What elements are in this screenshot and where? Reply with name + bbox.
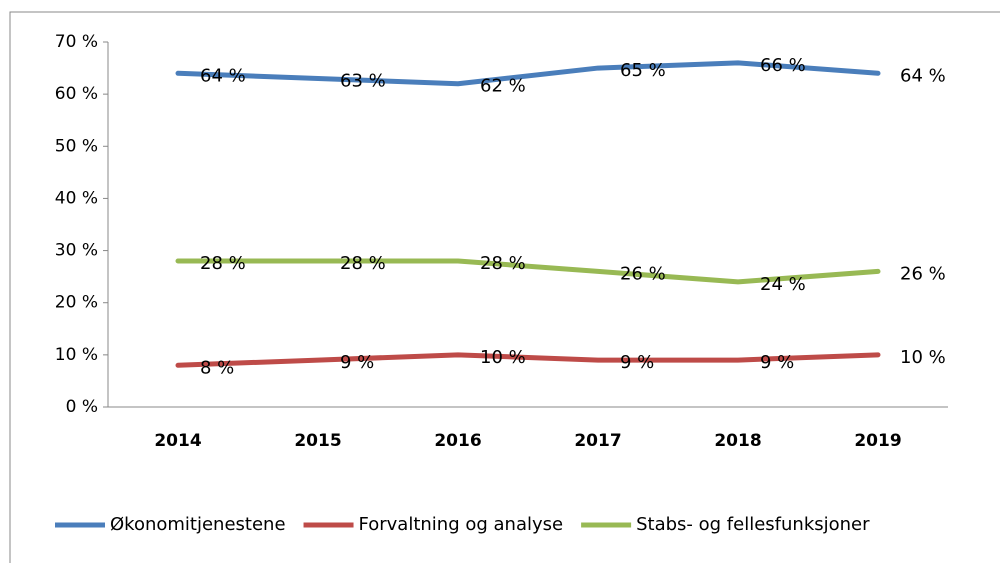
data-label: 28 % <box>340 253 386 274</box>
data-label: 28 % <box>200 253 246 274</box>
data-label: 26 % <box>620 263 666 284</box>
series-line <box>175 60 881 87</box>
x-tick-label: 2019 <box>854 431 901 451</box>
series-line <box>175 258 881 285</box>
data-label: 9 % <box>620 352 654 373</box>
data-label: 10 % <box>900 347 946 368</box>
y-tick-label: 20 % <box>55 293 98 313</box>
data-label: 64 % <box>900 65 946 86</box>
series-line <box>175 352 881 368</box>
x-tick-label: 2017 <box>574 431 621 451</box>
legend-label: Stabs- og fellesfunksjoner <box>636 514 870 535</box>
legend-label: Forvaltning og analyse <box>359 514 564 535</box>
data-label: 9 % <box>340 352 374 373</box>
y-tick-label: 10 % <box>55 345 98 365</box>
data-label: 28 % <box>480 253 526 274</box>
data-label: 26 % <box>900 263 946 284</box>
legend-label: Økonomitjenestene <box>110 514 286 535</box>
y-tick-label: 40 % <box>55 188 98 208</box>
x-tick-label: 2014 <box>154 431 201 451</box>
data-label: 62 % <box>480 76 526 97</box>
data-label: 8 % <box>200 357 234 378</box>
x-tick-label: 2015 <box>294 431 341 451</box>
data-label: 66 % <box>760 55 806 76</box>
y-tick-label: 30 % <box>55 241 98 261</box>
data-label: 24 % <box>760 274 806 295</box>
data-label: 65 % <box>620 60 666 81</box>
x-tick-label: 2018 <box>714 431 761 451</box>
y-tick-label: 60 % <box>55 84 98 104</box>
data-label: 64 % <box>200 65 246 86</box>
data-label: 10 % <box>480 347 526 368</box>
y-tick-label: 0 % <box>66 397 98 417</box>
y-tick-label: 70 % <box>55 32 98 52</box>
data-label: 9 % <box>760 352 794 373</box>
data-label: 63 % <box>340 71 386 92</box>
y-tick-label: 50 % <box>55 136 98 156</box>
chart-border <box>9 11 1000 563</box>
x-tick-label: 2016 <box>434 431 481 451</box>
